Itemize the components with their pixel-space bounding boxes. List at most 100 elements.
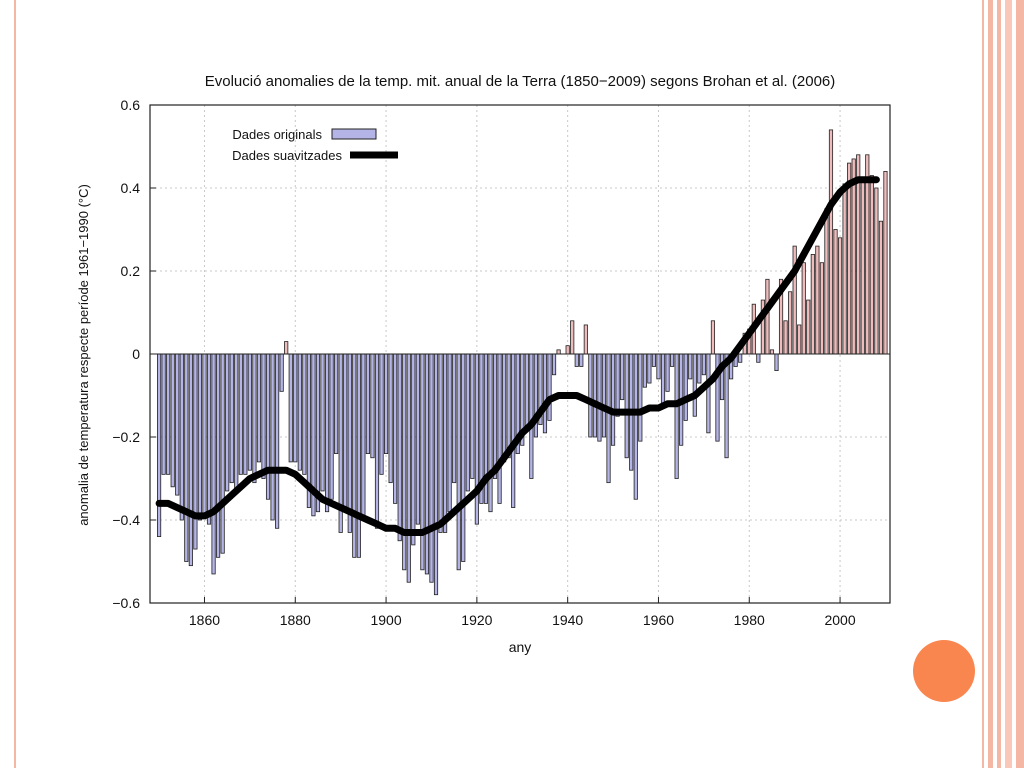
bar-year-1913 — [443, 353, 448, 533]
bar-year-1891 — [343, 353, 348, 508]
x-axis-label: any — [509, 639, 532, 655]
bar-year-1888 — [329, 353, 334, 500]
bar-year-1970 — [701, 353, 706, 376]
bar-year-1996 — [819, 262, 824, 355]
bar-year-1860 — [202, 353, 207, 517]
bar-year-2003 — [851, 158, 856, 355]
bar-year-1866 — [229, 353, 234, 484]
x-tick-label: 1860 — [189, 612, 220, 628]
bar-year-1870 — [247, 353, 252, 471]
bar-year-1920 — [474, 353, 479, 525]
x-tick-label: 1900 — [370, 612, 401, 628]
bar-year-1854 — [175, 353, 180, 496]
decorative-circle — [913, 640, 975, 702]
bar-year-1908 — [420, 353, 425, 571]
bar-year-1927 — [506, 353, 511, 459]
bar-year-1911 — [433, 353, 439, 596]
legend: Dades originals Dades suavitzades — [232, 127, 398, 163]
bar-year-1984 — [765, 278, 770, 355]
bar-year-1982 — [756, 353, 761, 363]
y-axis-ticks: −0.6 −0.4 −0.2 0 0.2 0.4 0.6 — [112, 97, 156, 611]
bar-year-1968 — [692, 353, 697, 417]
y-tick-label: −0.4 — [112, 512, 140, 528]
bar-year-1887 — [324, 353, 330, 513]
bar-year-2006 — [865, 154, 870, 355]
bar-year-1926 — [502, 353, 507, 463]
bar-year-1978 — [738, 353, 743, 363]
bar-year-2001 — [842, 183, 847, 355]
bar-year-1952 — [620, 353, 625, 401]
bar-year-1935 — [542, 353, 548, 434]
bar-year-1895 — [361, 353, 366, 521]
bar-year-1928 — [511, 353, 516, 508]
y-tick-label: 0.6 — [121, 97, 141, 113]
bar-year-1943 — [579, 353, 584, 367]
bar-year-1893 — [352, 353, 357, 558]
bar-year-1945 — [588, 353, 593, 438]
bar-year-2002 — [847, 162, 852, 355]
x-tick-label: 1960 — [643, 612, 674, 628]
bar-year-1880 — [293, 353, 298, 463]
legend-label-original: Dades originals — [232, 127, 322, 142]
bar-year-1994 — [810, 253, 815, 355]
bar-year-1874 — [265, 353, 271, 500]
bar-year-1975 — [724, 353, 729, 459]
x-tick-label: 2000 — [824, 612, 855, 628]
bar-year-1948 — [601, 353, 607, 438]
bar-year-1967 — [688, 353, 693, 380]
bar-year-1964 — [674, 353, 679, 479]
bar-year-1905 — [406, 353, 411, 583]
bar-year-1909 — [424, 353, 430, 575]
legend-swatch-original — [331, 128, 377, 140]
bar-year-2007 — [869, 175, 874, 355]
bar-year-1960 — [656, 353, 661, 380]
bar-year-1902 — [393, 353, 398, 504]
bar-year-1941 — [570, 320, 575, 355]
bar-year-1961 — [660, 353, 666, 409]
bar-year-1917 — [461, 353, 466, 562]
bar-year-1904 — [402, 353, 407, 571]
bar-year-1858 — [193, 353, 198, 550]
bar-year-2000 — [837, 237, 843, 355]
slide-decoration-stripes — [988, 0, 1024, 768]
bar-year-1886 — [320, 353, 325, 492]
bar-year-1862 — [211, 353, 216, 575]
bar-year-1991 — [797, 324, 802, 355]
x-tick-label: 1920 — [461, 612, 492, 628]
bar-year-1855 — [179, 353, 184, 521]
bar-year-1946 — [592, 353, 597, 438]
bar-year-1850 — [157, 353, 162, 538]
y-tick-label: 0 — [132, 346, 140, 362]
bar-year-1857 — [188, 353, 193, 567]
y-tick-label: −0.2 — [112, 429, 140, 445]
bar-year-1955 — [633, 353, 638, 500]
bar-year-1947 — [597, 353, 602, 442]
bar-year-1942 — [574, 353, 579, 367]
bar-year-1852 — [166, 353, 171, 475]
bar-year-1937 — [551, 353, 557, 376]
bar-year-2009 — [878, 220, 883, 355]
bar-year-1949 — [606, 353, 611, 484]
bar-year-1882 — [302, 353, 307, 475]
bar-year-1907 — [415, 353, 420, 525]
bar-year-1906 — [411, 353, 416, 546]
bar-year-1879 — [288, 353, 293, 463]
bar-year-1919 — [470, 353, 475, 479]
bar-year-1898 — [374, 353, 380, 529]
bar-year-1998 — [828, 129, 834, 355]
bar-year-1972 — [710, 320, 716, 355]
bar-year-1892 — [347, 353, 352, 533]
bar-year-1932 — [529, 353, 534, 479]
bar-year-1869 — [243, 353, 248, 475]
bar-year-1953 — [624, 353, 629, 459]
bar-year-1897 — [370, 353, 375, 459]
bar-year-1958 — [647, 353, 652, 384]
bar-year-1900 — [384, 353, 389, 454]
bar-year-1971 — [706, 353, 711, 434]
bar-year-1959 — [651, 353, 656, 367]
bars-original-data — [157, 129, 888, 596]
bar-year-1856 — [184, 353, 189, 562]
bar-year-1899 — [379, 353, 384, 475]
bar-year-1853 — [170, 353, 175, 488]
